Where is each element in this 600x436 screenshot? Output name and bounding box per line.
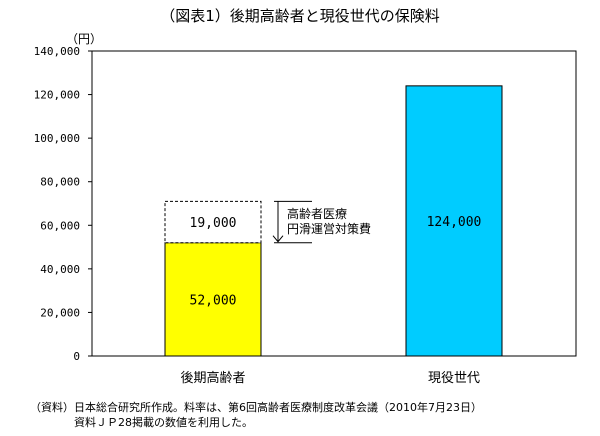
- y-axis: 0 20,000 40,000 60,000 80,000 100,000 120,000 1…: [34, 45, 92, 363]
- bar-dashed-segment: [164, 200, 262, 244]
- bar-group: 52,000 後期高齢者 124,000 現役世代 19,000: [164, 85, 503, 386]
- y-axis-unit-label: （円）: [66, 32, 102, 46]
- x-category-label: 後期高齢者: [180, 370, 245, 386]
- y-tick-label: 20,000: [40, 306, 80, 319]
- bar: [405, 85, 503, 357]
- annotation-label-line-2: 円滑運営対策費: [287, 221, 371, 236]
- y-tick-label: 100,000: [34, 132, 80, 145]
- y-tick-label: 60,000: [40, 219, 80, 232]
- y-tick-label: 140,000: [34, 45, 80, 58]
- plot-area: 0 20,000 40,000 60,000 80,000 100,000 120,000 1…: [34, 45, 577, 386]
- source-note: （資料）日本総合研究所作成。料率は、第6回高齢者医療制度改革会議（2010年7月…: [30, 400, 482, 430]
- y-tick-label: 0: [73, 350, 80, 363]
- bar-dashed-segment-label: 19,000: [190, 216, 237, 231]
- y-tick-label: 40,000: [40, 263, 80, 276]
- bar: [164, 242, 262, 357]
- source-line-2: 資料ＪＰ28掲載の数値を利用した。: [30, 416, 253, 429]
- plot-frame: [91, 50, 577, 357]
- annotation: 高齢者医療 円滑運営対策費: [272, 200, 371, 244]
- bar-value-label: 124,000: [427, 215, 482, 230]
- annotation-label-line-1: 高齢者医療: [287, 206, 347, 221]
- y-tick-label: 120,000: [34, 89, 80, 102]
- bar-value-label: 52,000: [190, 293, 237, 308]
- annotation-arrow-head: [272, 235, 284, 243]
- source-line-1: （資料）日本総合研究所作成。料率は、第6回高齢者医療制度改革会議（2010年7月…: [30, 401, 482, 414]
- x-category-label: 現役世代: [428, 371, 480, 386]
- chart-title: （図表1）後期高齢者と現役世代の保険料: [160, 7, 440, 25]
- y-tick-label: 80,000: [40, 176, 80, 189]
